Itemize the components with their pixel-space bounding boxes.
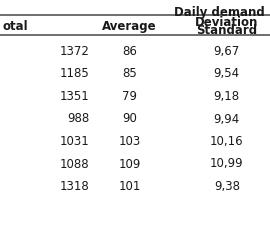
Text: otal: otal bbox=[3, 20, 28, 33]
Text: 988: 988 bbox=[67, 112, 89, 126]
Text: Daily demand: Daily demand bbox=[174, 6, 265, 19]
Text: 1351: 1351 bbox=[59, 90, 89, 103]
Text: 101: 101 bbox=[119, 180, 141, 193]
Text: 1372: 1372 bbox=[59, 45, 89, 58]
Text: 9,18: 9,18 bbox=[214, 90, 240, 103]
Text: 1031: 1031 bbox=[59, 135, 89, 148]
Text: 10,99: 10,99 bbox=[210, 158, 244, 171]
Text: Standard: Standard bbox=[196, 24, 257, 37]
Text: 109: 109 bbox=[119, 158, 141, 171]
Text: 79: 79 bbox=[122, 90, 137, 103]
Text: Average: Average bbox=[102, 20, 157, 33]
Text: 9,54: 9,54 bbox=[214, 68, 240, 81]
Text: 10,16: 10,16 bbox=[210, 135, 244, 148]
Text: 1318: 1318 bbox=[59, 180, 89, 193]
Text: 86: 86 bbox=[122, 45, 137, 58]
Text: 9,38: 9,38 bbox=[214, 180, 240, 193]
Text: 9,94: 9,94 bbox=[214, 112, 240, 126]
Text: 9,67: 9,67 bbox=[214, 45, 240, 58]
Text: 90: 90 bbox=[122, 112, 137, 126]
Text: 1185: 1185 bbox=[59, 68, 89, 81]
Text: 1088: 1088 bbox=[59, 158, 89, 171]
Text: 103: 103 bbox=[119, 135, 141, 148]
Text: 85: 85 bbox=[122, 68, 137, 81]
Text: Deviation: Deviation bbox=[195, 16, 258, 29]
